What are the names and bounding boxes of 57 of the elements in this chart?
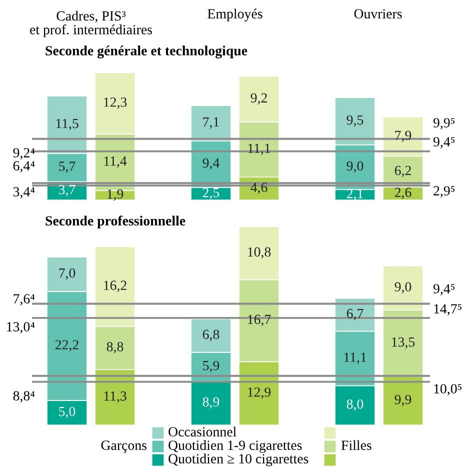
data-label: 16,2 [104, 280, 126, 292]
text: Ouvriers [354, 9, 402, 18]
data-label: 11,5 [56, 118, 78, 130]
text: Filles [341, 440, 372, 450]
data-label: 8,8 [106, 342, 124, 354]
data-label: 4,6 [250, 182, 268, 194]
annotation: 3,4⁴ [13, 187, 35, 198]
data-label: 13,5 [392, 337, 415, 349]
text: 14,7⁵ [434, 304, 462, 316]
data-label: 11,1 [248, 144, 270, 156]
data-label: 22,2 [55, 340, 78, 352]
data-label: 10,8 [248, 247, 271, 259]
data-label: 9,5 [346, 115, 364, 127]
text: 9,9⁵ [433, 118, 455, 130]
data-label: 2,5 [202, 188, 220, 200]
chart-title: Seconde professionnelle [46, 216, 186, 228]
data-label: 7,9 [395, 130, 412, 142]
data-label: 11,1 [344, 352, 366, 364]
data-label: 9,4 [202, 158, 220, 170]
data-label: 3,7 [58, 184, 76, 196]
data-label: 2,6 [394, 188, 412, 200]
text: Cadres, PIS³ et prof. intermédiaires [30, 10, 152, 38]
legend-label: Quotidien 1-9 cigarettes [168, 440, 302, 453]
data-label: 5,9 [203, 360, 220, 372]
data-label: 8,9 [202, 397, 220, 409]
data-label: 12,3 [104, 97, 127, 109]
data-label: 5,7 [59, 162, 76, 173]
annotation: 13,0⁴ [7, 322, 35, 334]
text: 9,4⁵ [433, 137, 455, 148]
legend-label: Occasionnel [168, 426, 236, 436]
data-label: 7,1 [203, 117, 219, 129]
annotation: 6,4⁴ [13, 161, 35, 172]
data-label: 9,0 [346, 161, 364, 173]
data-label: 1,9 [108, 189, 124, 201]
chart-title: Seconde générale et technologique [46, 46, 248, 58]
legend-label: Quotidien ≥ 10 cigarettes [168, 454, 308, 466]
text: 10,0⁵ [434, 384, 462, 396]
data-label: 8,0 [346, 399, 364, 411]
text: Garçons [101, 440, 146, 453]
data-label: 11,4 [104, 156, 127, 168]
data-label: 11,3 [104, 391, 126, 403]
text: Employés [208, 8, 262, 22]
data-label: 7,0 [59, 268, 76, 280]
text: 9,4⁵ [433, 284, 455, 296]
annotation: 9,2⁴ [13, 148, 35, 160]
data-label: 6,7 [346, 308, 364, 320]
data-label: 9,2 [250, 93, 267, 105]
data-label: 5,0 [59, 406, 76, 418]
annotation: 8,8⁴ [13, 391, 35, 402]
data-label: 16,7 [248, 314, 271, 326]
data-label: 6,8 [202, 330, 220, 342]
annotation: 7,6⁴ [14, 294, 35, 306]
data-label: 12,9 [248, 387, 271, 399]
data-label: 6,2 [394, 166, 411, 178]
data-label: 9,0 [394, 282, 412, 294]
text: 2,9⁵ [434, 186, 455, 198]
data-label: 9,9 [394, 394, 412, 406]
